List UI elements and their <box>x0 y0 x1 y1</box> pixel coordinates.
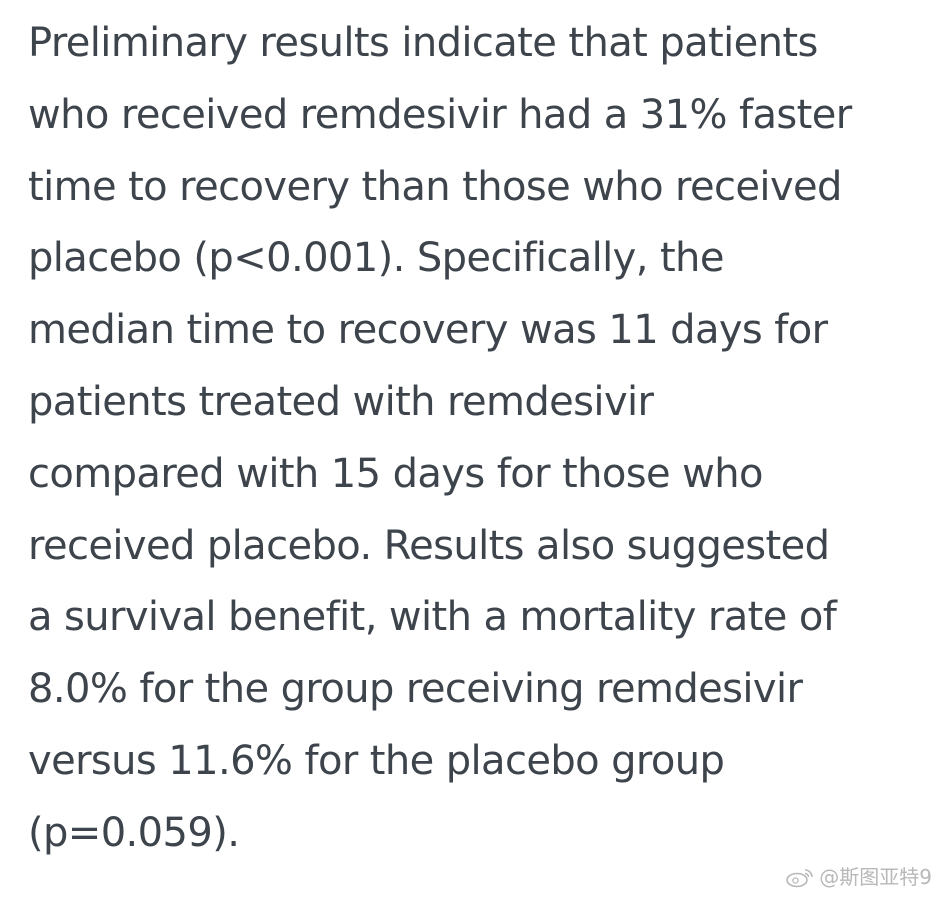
article-paragraph: Preliminary results indicate that patien… <box>28 20 852 856</box>
watermark: @斯图亚特9 <box>785 866 932 888</box>
weibo-logo-icon <box>785 866 815 888</box>
watermark-text: @斯图亚特9 <box>819 865 932 889</box>
